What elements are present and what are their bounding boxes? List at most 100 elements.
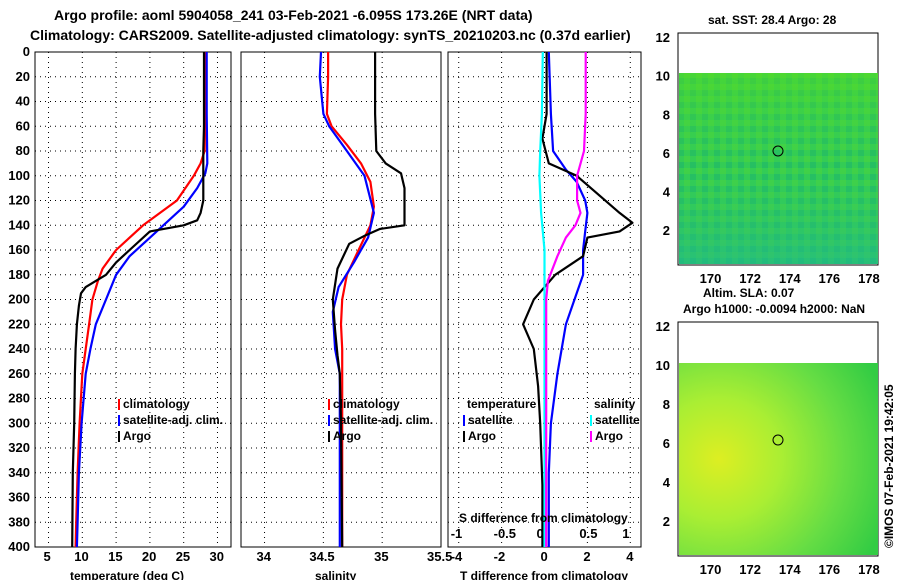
sst-map [677, 32, 879, 266]
legend-label: Argo [333, 429, 361, 443]
sla-xtick-label: 170 [700, 562, 722, 577]
depth-tick-label: 260 [8, 366, 30, 381]
legend-swatch [328, 431, 330, 442]
depth-tick-label: 380 [8, 514, 30, 529]
sst-ytick-label: 6 [663, 146, 670, 161]
sla-ytick-label: 4 [663, 475, 671, 490]
legend-heading-temperature: temperature [467, 397, 537, 411]
legend-swatch [118, 399, 120, 410]
legend-label: Argo [123, 429, 151, 443]
legend-label: satellite-adj. clim. [333, 413, 433, 427]
sla-ytick-label: 12 [656, 319, 670, 334]
difference-top-xtick-label: 0 [537, 526, 544, 541]
legend-swatch [463, 431, 465, 442]
salinity-xtick-label: 35 [374, 549, 388, 564]
legend-label: satellite [595, 413, 640, 427]
difference-series-temperature-argo [522, 52, 634, 547]
difference-top-xtick-label: 1 [622, 526, 629, 541]
difference-xtick-label: -2 [494, 549, 506, 564]
argo-position-marker-sla [772, 434, 784, 446]
sst-ytick-label: 2 [663, 223, 670, 238]
sst-ytick-label: 8 [663, 107, 670, 122]
temperature-xtick-label: 20 [142, 549, 156, 564]
depth-tick-label: 340 [8, 465, 30, 480]
salinity-xtick-label: 35.5 [427, 549, 452, 564]
sla-ytick-label: 2 [663, 514, 670, 529]
difference-top-xtick-label: -0.5 [494, 526, 516, 541]
depth-tick-label: 100 [8, 168, 30, 183]
legend-swatch [118, 415, 120, 426]
sla-map [677, 321, 879, 557]
depth-tick-label: 300 [8, 415, 30, 430]
depth-tick-label: 360 [8, 490, 30, 505]
sla-ytick-label: 10 [656, 358, 670, 373]
sst-xtick-label: 172 [739, 271, 761, 286]
sla-ytick-label: 8 [663, 397, 670, 412]
temperature-xtick-label: 5 [44, 549, 51, 564]
difference-xtick-label: 0 [541, 549, 548, 564]
depth-tick-label: 20 [16, 69, 30, 84]
legend-swatch [328, 415, 330, 426]
sst-xtick-label: 176 [818, 271, 840, 286]
sst-xtick-label: 174 [779, 271, 801, 286]
depth-tick-label: 40 [16, 94, 30, 109]
sst-ytick-label: 10 [656, 69, 670, 84]
title-line-1: Argo profile: aoml 5904058_241 03-Feb-20… [54, 7, 533, 23]
legend-heading-salinity: salinity [594, 397, 636, 411]
temperature-xtick-label: 15 [108, 549, 122, 564]
difference-xtick-label: -4 [451, 549, 463, 564]
difference-xtick-label: 2 [583, 549, 590, 564]
sla-map-title-1: Altim. SLA: 0.07 [703, 286, 795, 300]
depth-tick-label: 0 [23, 44, 30, 59]
sst-xtick-label: 178 [858, 271, 880, 286]
legend-label: Argo [595, 429, 623, 443]
depth-tick-label: 60 [16, 118, 30, 133]
difference-top-xtick-label: 0.5 [579, 526, 597, 541]
temperature-series-argo [71, 52, 206, 548]
depth-tick-label: 120 [8, 193, 30, 208]
depth-tick-label: 200 [8, 292, 30, 307]
sla-field [679, 363, 878, 555]
difference-top-xtick-label: -1 [451, 526, 463, 541]
sst-ytick-label: 4 [663, 185, 671, 200]
salinity-xtick-label: 34.5 [309, 549, 334, 564]
temperature-xtick-label: 30 [209, 549, 223, 564]
legend-label: satellite [468, 413, 513, 427]
depth-tick-label: 220 [8, 316, 30, 331]
salinity-series-argo [331, 52, 406, 548]
legend-swatch [590, 415, 592, 426]
difference-series-salinity-satellite [538, 52, 546, 547]
temperature-plot-frame [34, 51, 232, 548]
watermark: ©IMOS 07-Feb-2021 19:42:05 [882, 384, 896, 548]
legend-swatch [463, 415, 465, 426]
sst-ytick-label: 12 [656, 30, 670, 45]
sla-xtick-label: 172 [739, 562, 761, 577]
legend-label: satellite-adj. clim. [123, 413, 223, 427]
legend-label: climatology [333, 397, 400, 411]
legend-label: climatology [123, 397, 190, 411]
depth-tick-label: 180 [8, 267, 30, 282]
difference-xlabel: T difference from climatology [460, 569, 628, 580]
temperature-series-satellite-adj-clim- [75, 52, 209, 548]
depth-tick-label: 320 [8, 440, 30, 455]
difference-series-temperature-satellite [547, 52, 589, 547]
temperature-xlabel: temperature (deg C) [70, 569, 184, 580]
sla-xtick-label: 174 [779, 562, 801, 577]
legend-swatch [118, 431, 120, 442]
depth-tick-label: 240 [8, 341, 30, 356]
argo-position-marker [772, 145, 784, 157]
legend-swatch [590, 431, 592, 442]
legend-label: Argo [468, 429, 496, 443]
sla-xtick-label: 176 [818, 562, 840, 577]
depth-tick-label: 280 [8, 391, 30, 406]
temperature-xtick-label: 25 [176, 549, 190, 564]
difference-xtick-label: 4 [626, 549, 634, 564]
salinity-xlabel: salinity [315, 569, 357, 580]
depth-tick-label: 400 [8, 539, 30, 554]
sst-map-title: sat. SST: 28.4 Argo: 28 [708, 13, 837, 27]
title-line-2: Climatology: CARS2009. Satellite-adjuste… [30, 27, 631, 43]
temperature-xtick-label: 10 [74, 549, 88, 564]
depth-tick-label: 160 [8, 242, 30, 257]
salinity-xtick-label: 34 [257, 549, 272, 564]
